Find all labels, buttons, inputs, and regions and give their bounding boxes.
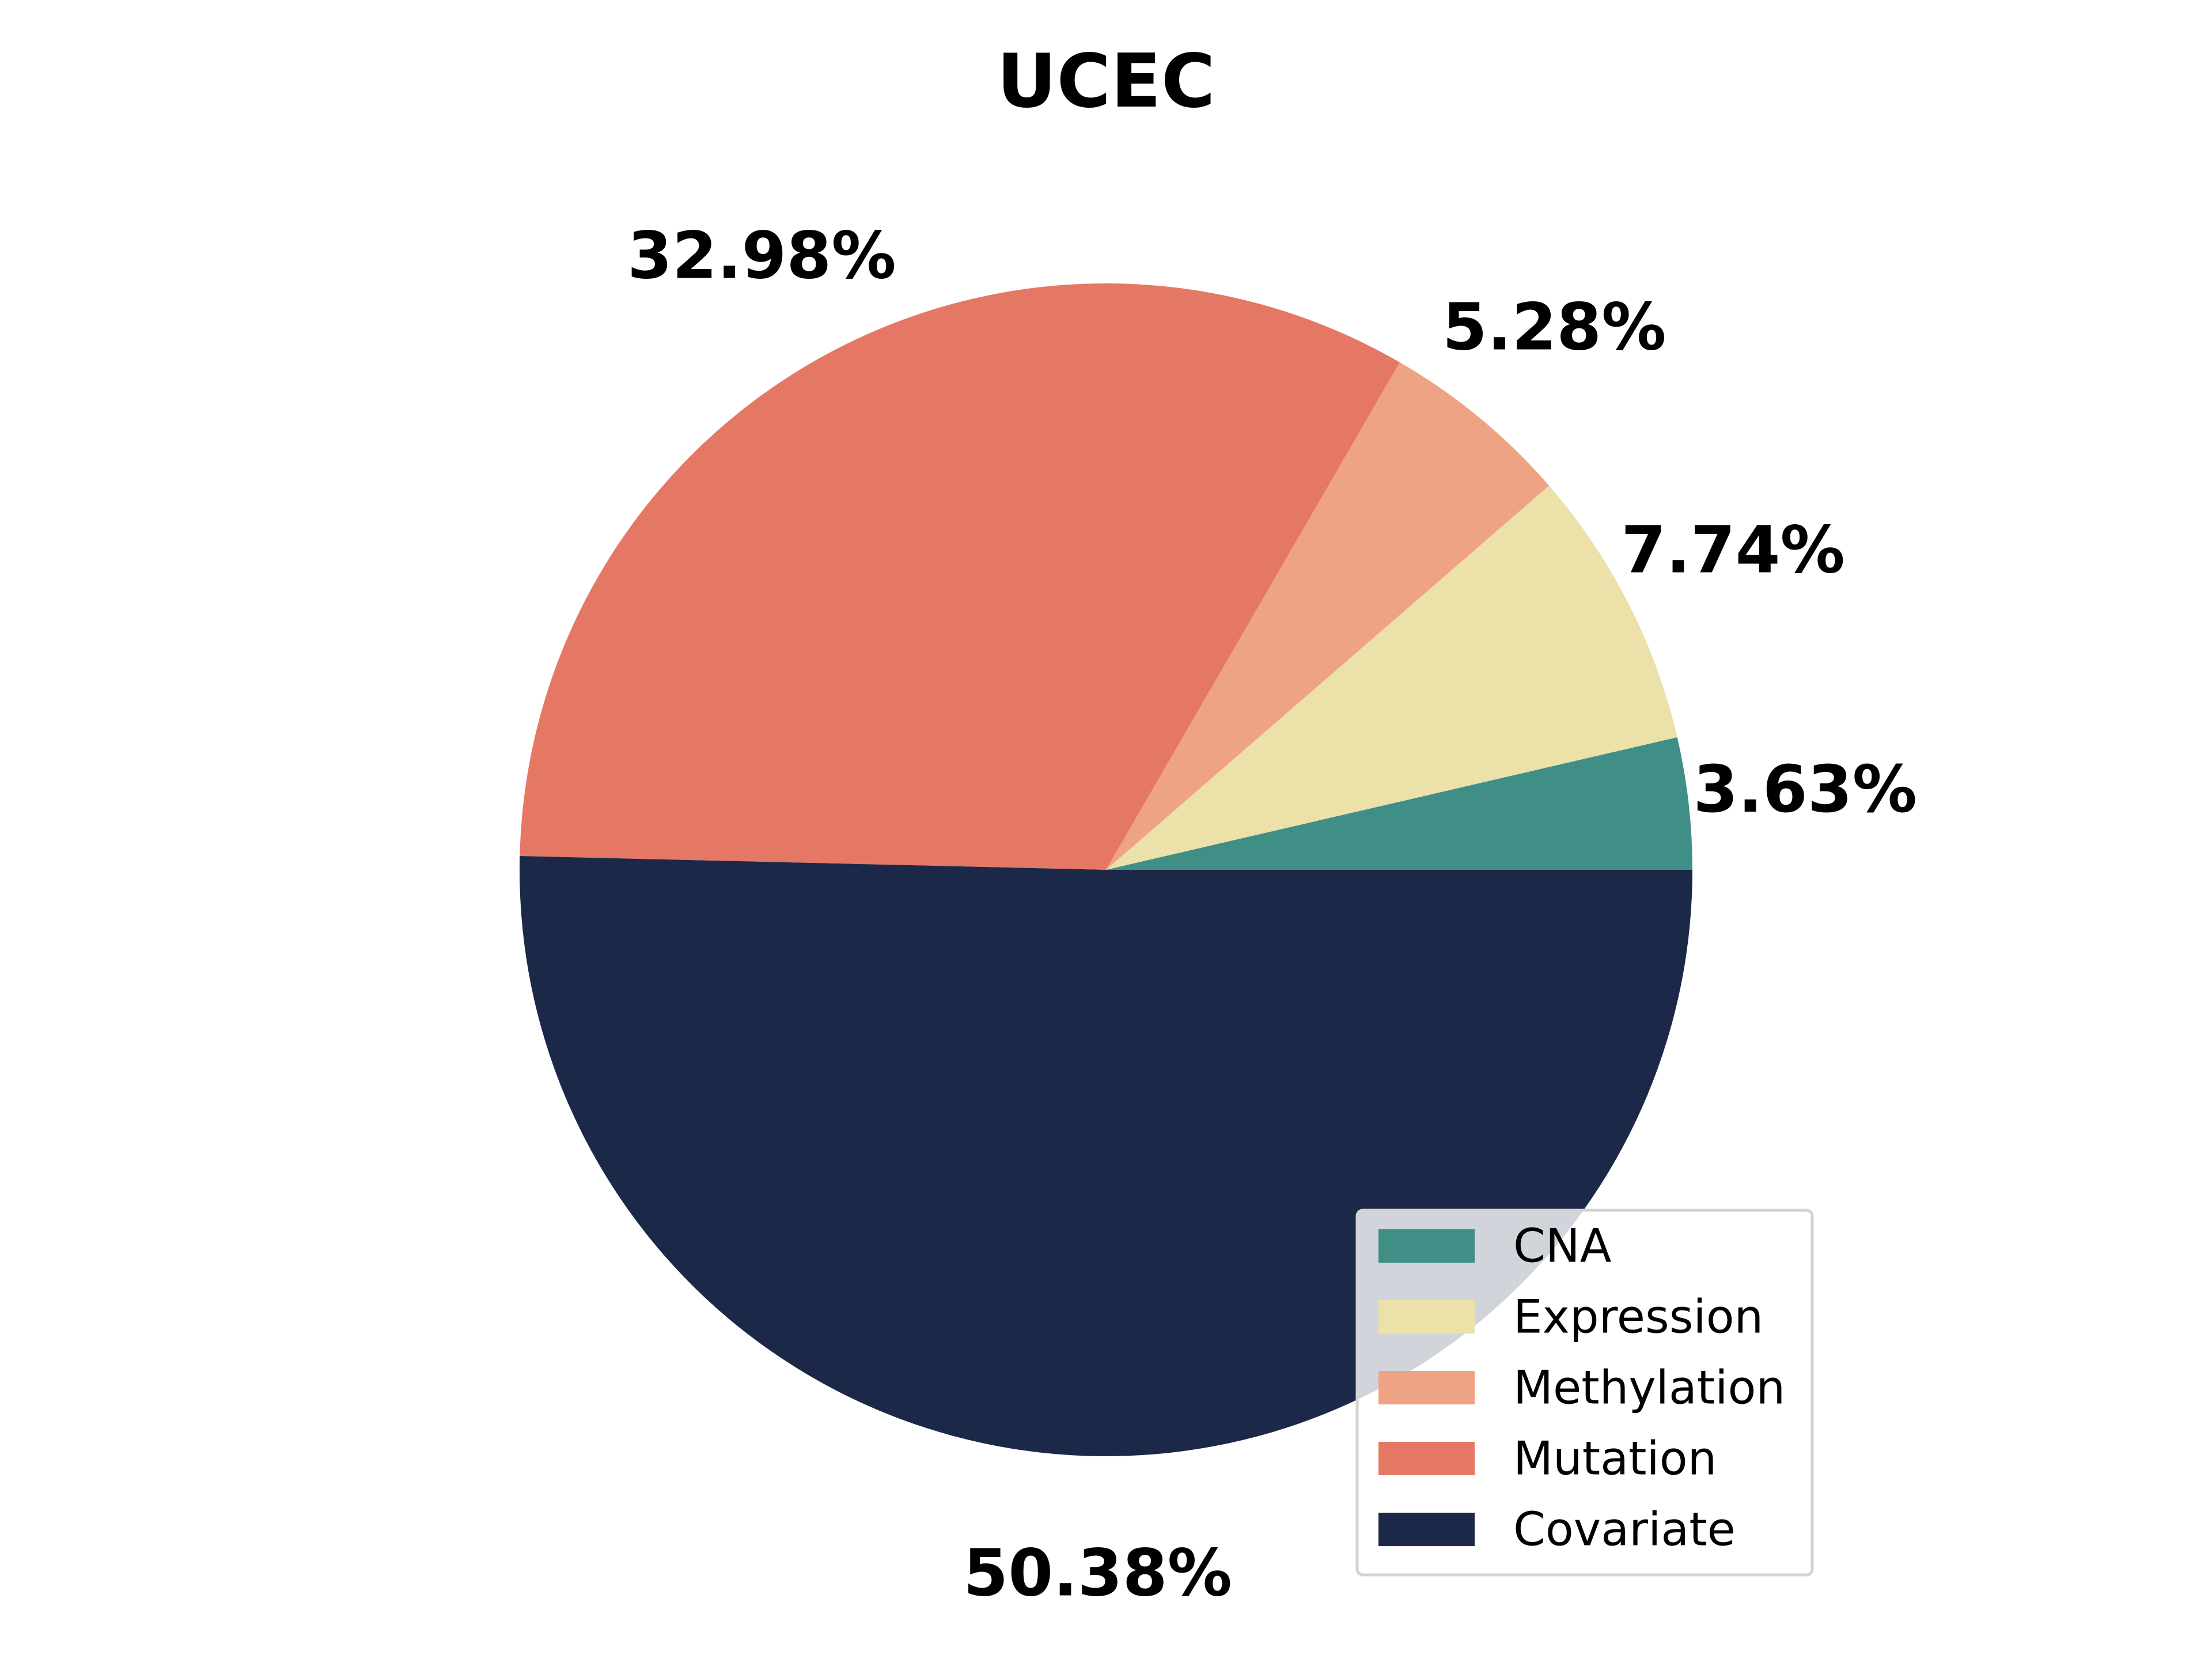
slice-percentage-labels: 3.63% 7.74% 5.28% 32.98% 50.38%: [627, 219, 1917, 1611]
chart-title: UCEC: [997, 39, 1215, 124]
legend-label-methylation: Methylation: [1513, 1361, 1785, 1415]
slice-label-cna: 3.63%: [1693, 752, 1917, 827]
legend-swatch-mutation: [1378, 1442, 1475, 1475]
pie-slice-mutation: [520, 283, 1400, 870]
pie-slice-cna: [1106, 737, 1692, 870]
legend-swatch-cna: [1378, 1229, 1475, 1263]
legend-swatch-covariate: [1378, 1513, 1475, 1546]
legend: CNA Expression Methylation Mutation Covariat…: [1355, 1209, 1814, 1577]
legend-items: CNA Expression Methylation Mutation Covariat…: [1378, 1219, 1785, 1556]
slice-label-covariate: 50.38%: [963, 1536, 1232, 1611]
legend-label-mutation: Mutation: [1513, 1432, 1717, 1486]
slice-label-expression: 7.74%: [1621, 513, 1845, 588]
slice-label-methylation: 5.28%: [1442, 290, 1666, 365]
legend-swatch-methylation: [1378, 1371, 1475, 1404]
legend-label-cna: CNA: [1513, 1219, 1612, 1273]
legend-swatch-expression: [1378, 1300, 1475, 1334]
slice-label-mutation: 32.98%: [627, 219, 896, 294]
legend-label-covariate: Covariate: [1513, 1503, 1736, 1556]
pie-slice-expression: [1106, 486, 1677, 870]
legend-label-expression: Expression: [1513, 1290, 1763, 1344]
pie-slice-methylation: [1106, 362, 1550, 870]
